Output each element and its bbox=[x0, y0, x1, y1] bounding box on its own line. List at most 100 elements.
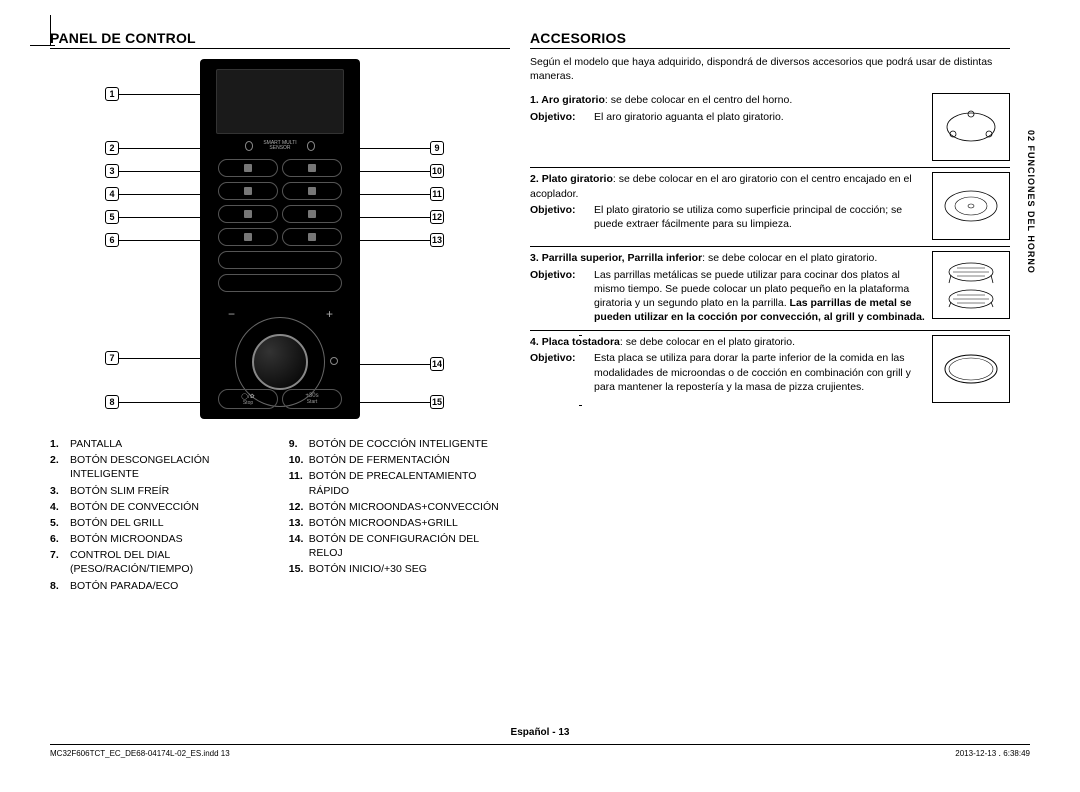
btn-ferment bbox=[282, 182, 342, 200]
lead-line bbox=[119, 194, 214, 195]
lead-line bbox=[346, 240, 430, 241]
fan-icon bbox=[244, 210, 252, 218]
callout-13: 13 bbox=[430, 233, 444, 247]
legend-text: CONTROL DEL DIAL (PESO/RACIÓN/TIEMPO) bbox=[70, 548, 271, 576]
legend-item: 4.BOTÓN DE CONVECCIÓN bbox=[50, 500, 271, 514]
legend-text: BOTÓN PARADA/ECO bbox=[70, 579, 178, 593]
lead-line bbox=[346, 171, 430, 172]
page-content: PANEL DE CONTROL SMART MULTI SENSOR bbox=[50, 30, 1030, 762]
legend-num: 7. bbox=[50, 548, 70, 576]
legend-text: BOTÓN INICIO/+30 SEG bbox=[309, 562, 427, 576]
objective-text: Las parrillas metálicas se puede utiliza… bbox=[594, 268, 926, 325]
lead-line bbox=[119, 217, 214, 218]
accessory-num: 3. bbox=[530, 252, 542, 264]
legend-item: 7.CONTROL DEL DIAL (PESO/RACIÓN/TIEMPO) bbox=[50, 548, 271, 576]
legend-left-col: 1.PANTALLA 2.BOTÓN DESCONGELACIÓN INTELIG… bbox=[50, 437, 271, 595]
callout-4: 4 bbox=[105, 187, 119, 201]
thermo-icon bbox=[308, 210, 316, 218]
legend-text: BOTÓN DE CONFIGURACIÓN DEL RELOJ bbox=[309, 532, 510, 560]
callout-6: 6 bbox=[105, 233, 119, 247]
legend-num: 11. bbox=[289, 469, 309, 497]
button-row-5-12 bbox=[218, 228, 342, 246]
lead-line bbox=[346, 217, 430, 218]
snowflake-icon bbox=[244, 164, 252, 172]
accessory-num: 4. bbox=[530, 336, 542, 348]
accessories-list: 1. Aro giratorio: se debe colocar en el … bbox=[530, 89, 1010, 409]
accessory-num: 2. bbox=[530, 173, 542, 185]
button-row-2-9 bbox=[218, 159, 342, 177]
legend-text: PANTALLA bbox=[70, 437, 122, 451]
lead-line bbox=[119, 94, 214, 95]
accessory-illustration bbox=[932, 172, 1010, 240]
lead-line bbox=[346, 402, 430, 403]
lead-line bbox=[119, 171, 214, 172]
legend-text: BOTÓN SLIM FREÍR bbox=[70, 484, 169, 498]
lead-line bbox=[346, 194, 430, 195]
accessory-num: 1. bbox=[530, 94, 541, 106]
btn-grill bbox=[218, 228, 278, 246]
lead-line bbox=[119, 402, 214, 403]
legend-item: 9.BOTÓN DE COCCIÓN INTELIGENTE bbox=[289, 437, 510, 451]
legend-text: BOTÓN MICROONDAS+GRILL bbox=[309, 516, 458, 530]
start-button: +30s Start bbox=[282, 389, 342, 409]
legend-num: 10. bbox=[289, 453, 309, 467]
lead-line bbox=[346, 364, 430, 365]
button-row-4-11 bbox=[218, 205, 342, 223]
accessory-illustration bbox=[932, 93, 1010, 161]
legend-num: 6. bbox=[50, 532, 70, 546]
legend-lists: 1.PANTALLA 2.BOTÓN DESCONGELACIÓN INTELIG… bbox=[50, 437, 510, 595]
callout-12: 12 bbox=[430, 210, 444, 224]
accessory-text: 1. Aro giratorio: se debe colocar en el … bbox=[530, 93, 926, 161]
sensor-icon bbox=[245, 141, 253, 151]
print-metadata: MC32F606TCT_EC_DE68-04174L-02_ES.indd 13… bbox=[50, 744, 1030, 758]
lead-line bbox=[119, 358, 214, 359]
callout-7: 7 bbox=[105, 351, 119, 365]
legend-text: BOTÓN MICROONDAS bbox=[70, 532, 183, 546]
callout-11: 11 bbox=[430, 187, 444, 201]
legend-num: 14. bbox=[289, 532, 309, 560]
page-footer: Español - 13 bbox=[50, 727, 1030, 738]
objective-text: El plato giratorio se utiliza como super… bbox=[594, 203, 926, 231]
left-column: PANEL DE CONTROL SMART MULTI SENSOR bbox=[50, 30, 510, 670]
legend-text: BOTÓN DE CONVECCIÓN bbox=[70, 500, 199, 514]
accessory-name: Plato giratorio bbox=[542, 173, 613, 185]
legend-text: BOTÓN DEL GRILL bbox=[70, 516, 164, 530]
btn-convection bbox=[218, 205, 278, 223]
legend-num: 3. bbox=[50, 484, 70, 498]
legend-num: 4. bbox=[50, 500, 70, 514]
legend-num: 1. bbox=[50, 437, 70, 451]
fry-icon bbox=[244, 187, 252, 195]
accessory-illustration bbox=[932, 335, 1010, 403]
legend-text: BOTÓN DE COCCIÓN INTELIGENTE bbox=[309, 437, 488, 451]
legend-num: 5. bbox=[50, 516, 70, 530]
plus-label: + bbox=[326, 307, 333, 321]
legend-text: BOTÓN DE PRECALENTAMIENTO RÁPIDO bbox=[309, 469, 510, 497]
legend-item: 6.BOTÓN MICROONDAS bbox=[50, 532, 271, 546]
lead-line bbox=[346, 148, 430, 149]
legend-item: 2.BOTÓN DESCONGELACIÓN INTELIGENTE bbox=[50, 453, 271, 481]
legend-item: 5.BOTÓN DEL GRILL bbox=[50, 516, 271, 530]
btn-mw-conv bbox=[282, 228, 342, 246]
sensor-icon bbox=[307, 141, 315, 151]
print-file: MC32F606TCT_EC_DE68-04174L-02_ES.indd 13 bbox=[50, 749, 230, 758]
panel-heading: PANEL DE CONTROL bbox=[50, 30, 510, 49]
center-tick-marks bbox=[580, 75, 581, 715]
stop-label: Stop bbox=[243, 400, 253, 406]
stop-start-row: ◯/✿ Stop +30s Start bbox=[218, 389, 342, 409]
legend-item: 14.BOTÓN DE CONFIGURACIÓN DEL RELOJ bbox=[289, 532, 510, 560]
legend-text: BOTÓN DE FERMENTACIÓN bbox=[309, 453, 450, 467]
button-row-3-10 bbox=[218, 182, 342, 200]
print-datetime: 2013-12-13 ․ 6:38:49 bbox=[955, 749, 1030, 758]
callout-15: 15 bbox=[430, 395, 444, 409]
callout-14: 14 bbox=[430, 357, 444, 371]
callout-2: 2 bbox=[105, 141, 119, 155]
accessory-text: 2. Plato giratorio: se debe colocar en e… bbox=[530, 172, 926, 240]
lead-line bbox=[119, 148, 214, 149]
legend-num: 15. bbox=[289, 562, 309, 576]
accessory-item: 3. Parrilla superior, Parrilla inferior:… bbox=[530, 247, 1010, 331]
sensor-label: SMART MULTI SENSOR bbox=[257, 141, 302, 151]
clock-icon bbox=[330, 357, 338, 365]
objective-text: Esta placa se utiliza para dorar la part… bbox=[594, 351, 926, 394]
control-panel-body: SMART MULTI SENSOR bbox=[200, 59, 360, 419]
accessory-illustration bbox=[932, 251, 1010, 319]
